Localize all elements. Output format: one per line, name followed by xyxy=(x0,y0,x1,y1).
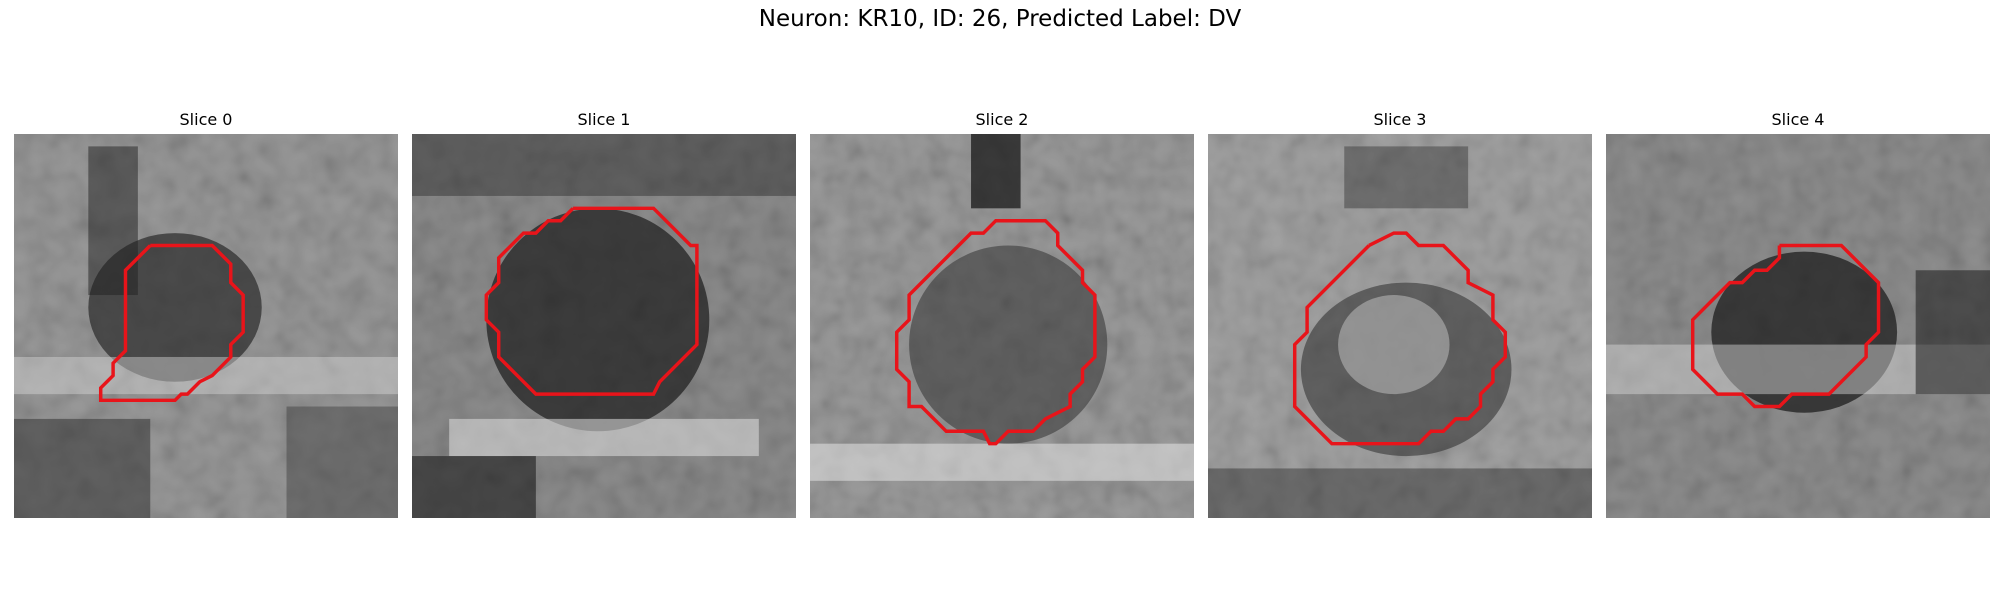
slice-3-title: Slice 3 xyxy=(1373,110,1427,129)
slice-0-title: Slice 0 xyxy=(179,110,233,129)
roi-outline xyxy=(1292,231,1508,446)
slice-2-title: Slice 2 xyxy=(975,110,1029,129)
slice-0-svg xyxy=(14,134,398,518)
neuron-body xyxy=(909,245,1108,444)
roi-outline xyxy=(894,218,1097,446)
roi-outline xyxy=(1690,243,1881,409)
figure-title: Neuron: KR10, ID: 26, Predicted Label: D… xyxy=(758,6,1242,32)
slice-1-title: Slice 1 xyxy=(577,110,631,129)
slice-3-svg xyxy=(1208,134,1592,518)
slice-2-image xyxy=(810,134,1194,518)
slice-4-svg xyxy=(1606,134,1990,518)
slice-4-image xyxy=(1606,134,1990,518)
slice-2-svg xyxy=(810,134,1194,518)
neuron-body xyxy=(486,208,710,432)
slice-4-title: Slice 4 xyxy=(1771,110,1825,129)
slice-0-image xyxy=(14,134,398,518)
roi-outline xyxy=(484,206,699,396)
slice-1-image xyxy=(412,134,796,518)
slice-1-svg xyxy=(412,134,796,518)
slice-3-image xyxy=(1208,134,1592,518)
roi-outline xyxy=(98,243,245,403)
